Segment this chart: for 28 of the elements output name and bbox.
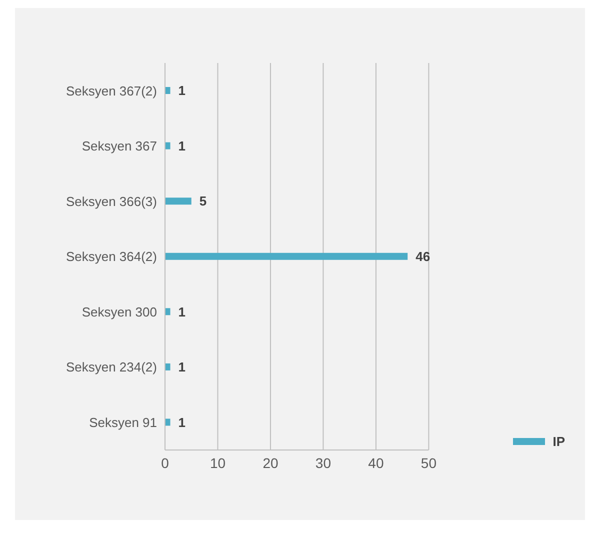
bar bbox=[165, 87, 170, 94]
y-tick-label: Seksyen 91 bbox=[89, 414, 157, 430]
y-tick-label: Seksyen 300 bbox=[82, 304, 157, 320]
bar bbox=[165, 418, 170, 426]
legend-label: IP bbox=[552, 434, 565, 449]
data-label: 1 bbox=[178, 83, 186, 98]
data-label: 1 bbox=[178, 138, 186, 154]
y-tick-label: Seksyen 234(2) bbox=[66, 360, 157, 375]
data-label: 46 bbox=[416, 248, 430, 264]
data-label: 5 bbox=[199, 194, 207, 209]
x-tick-label: 30 bbox=[315, 454, 332, 471]
x-tick-label: 50 bbox=[420, 454, 437, 471]
x-tick-label: 20 bbox=[262, 454, 278, 471]
y-tick-label: Seksyen 367 bbox=[82, 138, 157, 154]
bar bbox=[165, 252, 408, 260]
bar bbox=[165, 363, 170, 370]
bar bbox=[165, 308, 170, 316]
bar bbox=[165, 142, 170, 150]
y-tick-label: Seksyen 367(2) bbox=[66, 83, 157, 98]
y-tick-label: Seksyen 366(3) bbox=[66, 194, 157, 209]
bar bbox=[165, 198, 192, 205]
data-label: 1 bbox=[178, 360, 186, 375]
x-tick-label: 40 bbox=[368, 454, 384, 471]
y-tick-label: Seksyen 364(2) bbox=[66, 249, 157, 264]
data-label: 1 bbox=[178, 304, 186, 320]
data-label: 1 bbox=[178, 414, 186, 430]
x-tick-label: 0 bbox=[161, 454, 170, 471]
x-tick-label: 10 bbox=[210, 454, 226, 471]
